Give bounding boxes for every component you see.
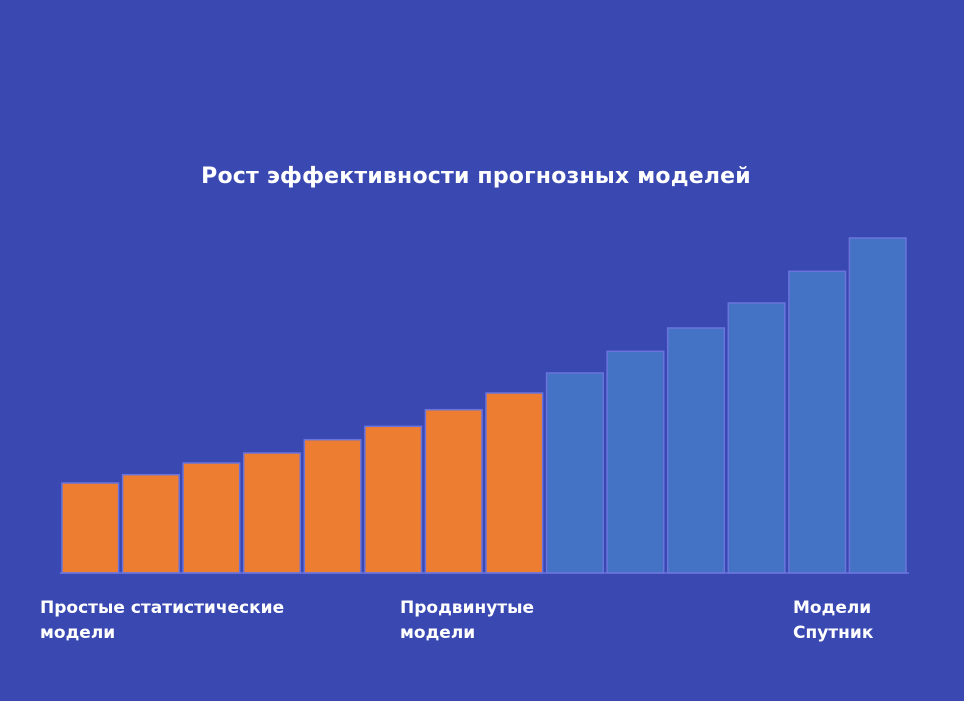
chart-title: Рост эффективности прогнозных моделей <box>201 164 751 189</box>
group-label-simple-line-2: модели <box>40 623 116 643</box>
group-label-sputnik-line-1: Модели <box>793 598 872 618</box>
group-label-sputnik-models: Модели Спутник <box>793 596 873 646</box>
group-label-simple-models: Простые статистические модели <box>40 596 284 646</box>
bar-2 <box>121 473 180 574</box>
bar-9 <box>545 372 604 574</box>
bar-7 <box>424 408 483 574</box>
bar-6 <box>364 425 423 574</box>
group-label-advanced-line-1: Продвинутые <box>400 598 535 618</box>
bar-1 <box>61 482 120 574</box>
bar-8 <box>485 392 544 574</box>
group-label-advanced-line-2: модели <box>400 623 476 643</box>
group-label-simple-line-1: Простые статистические <box>40 598 285 618</box>
bar-11 <box>666 327 726 574</box>
bars-group <box>61 237 907 574</box>
group-label-sputnik-line-2: Спутник <box>793 623 874 643</box>
bar-13 <box>788 270 847 574</box>
bar-3 <box>182 462 241 574</box>
bar-14 <box>848 237 907 574</box>
bar-10 <box>606 350 665 574</box>
bar-12 <box>727 302 786 574</box>
bar-5 <box>303 438 362 574</box>
bar-4 <box>242 452 302 574</box>
group-label-advanced-models: Продвинутые модели <box>400 596 534 646</box>
